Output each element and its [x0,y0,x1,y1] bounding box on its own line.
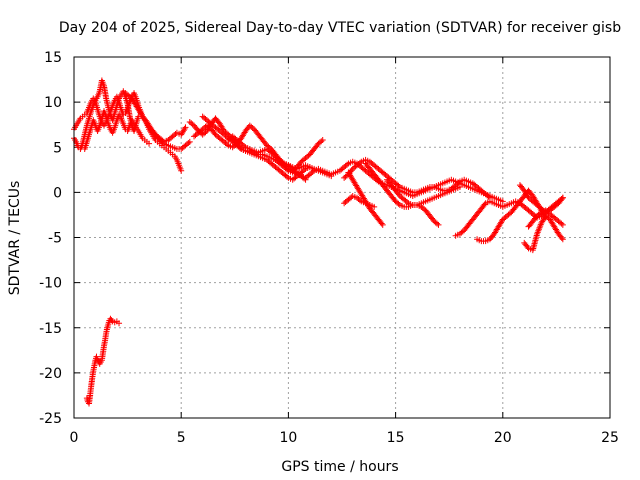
data-point [206,124,213,131]
data-point [301,167,308,174]
x-tick-label: 25 [601,430,619,446]
y-tick-label: -25 [39,411,62,427]
data-point [356,159,363,166]
data-point [178,167,185,174]
data-point [395,191,402,198]
data-point [185,140,192,147]
data-point [558,196,565,203]
data-point [186,138,193,145]
data-point [434,220,441,227]
data-point [455,179,462,186]
data-point [305,152,312,159]
data-point [182,124,189,131]
x-tick-label: 5 [177,430,186,446]
data-point [524,243,531,250]
data-point [306,164,313,171]
data-point [155,135,162,142]
data-point [559,194,566,201]
data-point [348,167,355,174]
data-point [558,234,565,241]
data-point [241,143,248,150]
data-point [93,353,100,360]
data-point [211,130,218,137]
data-point [421,206,428,213]
data-point [314,141,321,148]
y-axis-label: SDTVAR / TECUs [7,181,23,296]
data-point [430,216,437,223]
data-point [223,141,230,148]
data-point [116,320,123,327]
data-point [558,220,565,227]
data-point [297,160,304,167]
data-point [536,210,543,217]
data-point [395,200,402,207]
x-axis-label: GPS time / hours [281,459,398,475]
data-point [459,228,466,235]
x-tick-label: 15 [387,430,405,446]
data-point [554,201,561,208]
data-point [499,198,506,205]
data-point [236,144,243,151]
data-points [71,77,566,407]
chart-title: Day 204 of 2025, Sidereal Day-to-day VTE… [59,20,621,36]
plot-frame [73,56,611,419]
grid-lines [74,57,610,418]
data-point [108,317,115,324]
y-tick-label: -10 [39,276,62,292]
data-point [391,197,398,204]
data-point [262,141,269,148]
data-point [283,166,290,173]
data-point [356,197,363,204]
x-tick-label: 0 [70,430,79,446]
data-point [559,221,566,228]
data-point [559,236,566,243]
y-tick-label: -15 [39,321,62,337]
data-point [435,221,442,228]
data-point [481,201,488,208]
y-tick-label: 10 [44,95,62,111]
y-tick-label: 5 [53,140,62,156]
data-point [249,124,256,131]
data-point [456,183,463,190]
y-tick-label: 0 [53,185,62,201]
y-tick-label: -5 [48,231,62,247]
data-point [181,125,188,132]
x-tick-label: 20 [494,430,512,446]
data-point [146,140,153,147]
data-point [344,161,351,168]
data-point [395,182,402,189]
data-point [125,92,132,99]
data-point [371,203,378,210]
x-tick-label: 10 [279,430,297,446]
data-point [283,173,290,180]
data-point [309,168,316,175]
data-point [318,138,325,145]
data-point [485,193,492,200]
data-point [379,221,386,228]
data-point [533,214,540,221]
y-tick-label: -20 [39,366,62,382]
data-point [378,220,385,227]
data-point [159,139,166,146]
data-point [189,121,196,128]
data-point [319,137,326,144]
data-point [404,199,411,206]
y-tick-label: 15 [44,50,62,66]
data-point [506,210,513,217]
